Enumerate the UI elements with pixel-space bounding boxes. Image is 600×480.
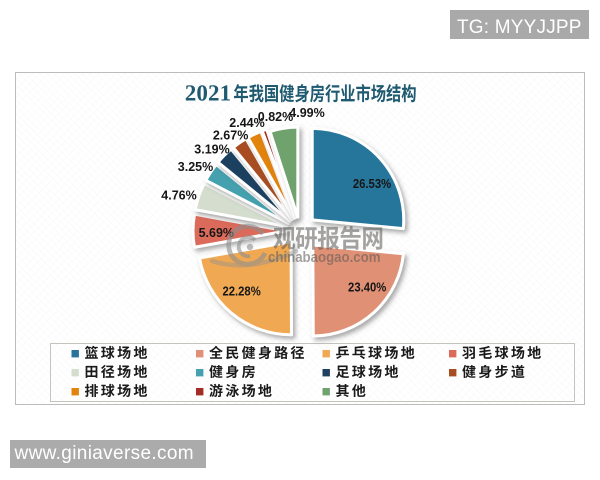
svg-text:2.44%: 2.44% — [229, 116, 264, 130]
svg-text:26.53%: 26.53% — [353, 177, 391, 191]
svg-text:22.28%: 22.28% — [222, 284, 260, 298]
svg-text:0.82%: 0.82% — [258, 110, 293, 124]
svg-text:chinabaogao.com: chinabaogao.com — [268, 249, 381, 266]
svg-text:4.76%: 4.76% — [161, 189, 196, 203]
svg-text:23.40%: 23.40% — [348, 281, 386, 295]
svg-text:4.99%: 4.99% — [289, 106, 324, 120]
svg-text:5.69%: 5.69% — [199, 226, 234, 240]
svg-text:2.67%: 2.67% — [213, 129, 248, 143]
svg-text:3.25%: 3.25% — [178, 160, 213, 174]
svg-text:3.19%: 3.19% — [194, 142, 229, 156]
